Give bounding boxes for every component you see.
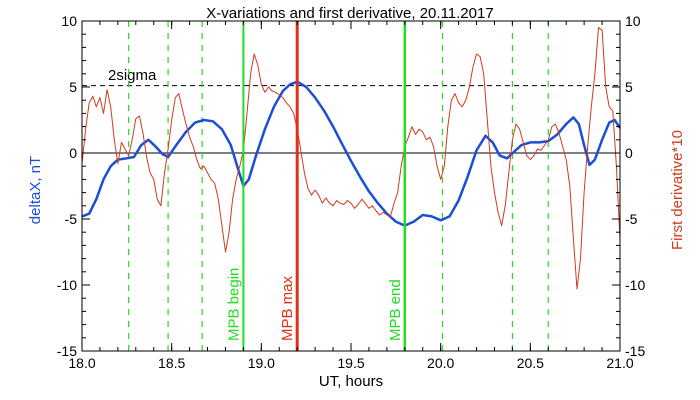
x-tick-label-3: 19.5 bbox=[337, 355, 364, 371]
y-axis-label-left: deltaX, nT bbox=[27, 156, 44, 224]
chart-title: X-variations and first derivative, 20.11… bbox=[206, 5, 493, 22]
x-axis-label: UT, hours bbox=[319, 373, 383, 390]
x-tick-label-1: 18.5 bbox=[158, 355, 185, 371]
series-deltaX bbox=[81, 80, 622, 227]
y-axis-label-right: First derivative*10 bbox=[669, 130, 686, 250]
y-tick-label-right-2: -5 bbox=[625, 211, 638, 227]
y-tick-label-left-0: -15 bbox=[57, 343, 77, 359]
y-tick-label-left-3: 0 bbox=[69, 145, 77, 161]
y-tick-label-right-3: 0 bbox=[625, 145, 633, 161]
x-tick-label-0: 18.0 bbox=[68, 355, 95, 371]
y-tick-label-left-5: 10 bbox=[61, 13, 77, 29]
y-tick-label-right-5: 10 bbox=[625, 13, 641, 29]
marker-label-1: MPB max bbox=[279, 275, 296, 341]
y-tick-label-left-2: -5 bbox=[65, 211, 78, 227]
y-tick-label-left-4: 5 bbox=[69, 79, 77, 95]
x-tick-label-6: 21.0 bbox=[606, 355, 633, 371]
x-tick-label-4: 20.0 bbox=[427, 355, 454, 371]
y-tick-label-right-1: -10 bbox=[625, 277, 645, 293]
marker-label-0: MPB begin bbox=[225, 268, 242, 341]
marker-label-2: MPB end bbox=[387, 279, 404, 341]
y-tick-label-left-1: -10 bbox=[57, 277, 77, 293]
sigma-label: 2sigma bbox=[108, 67, 157, 84]
x-tick-label-5: 20.5 bbox=[517, 355, 544, 371]
y-tick-label-right-0: -15 bbox=[625, 343, 645, 359]
series-derivative bbox=[81, 27, 621, 290]
x-tick-label-2: 19.0 bbox=[248, 355, 275, 371]
y-tick-label-right-4: 5 bbox=[625, 79, 633, 95]
